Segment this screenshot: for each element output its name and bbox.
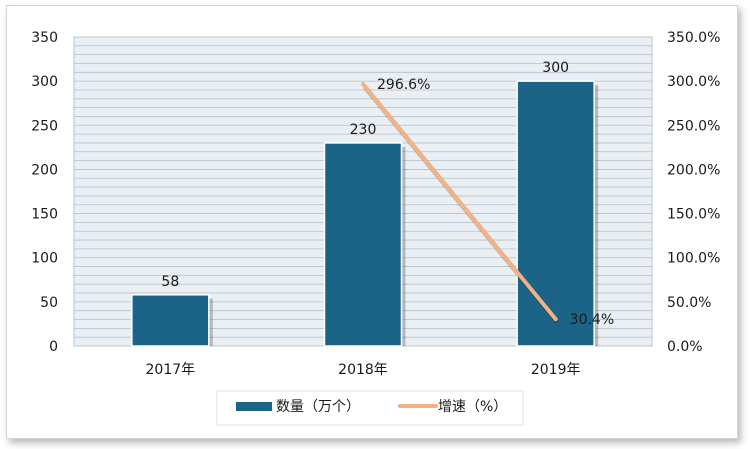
line-point	[553, 317, 558, 322]
y-right-tick-label: 250.0%	[667, 118, 720, 134]
legend-bar-label: 数量（万个）	[276, 399, 360, 415]
y-left-tick-label: 50	[40, 295, 58, 311]
bar-value-label: 230	[350, 122, 377, 138]
x-tick-label: 2018年	[338, 362, 388, 378]
y-left-tick-label: 200	[31, 162, 58, 178]
y-right-tick-label: 200.0%	[667, 162, 720, 178]
x-tick-label: 2017年	[146, 362, 196, 378]
y-left-tick-label: 350	[31, 30, 58, 46]
data-labels: 58 230 300 296.6% 30.4%	[161, 60, 614, 328]
legend-line-label: 增速（%）	[438, 399, 507, 415]
y-right-tick-label: 350.0%	[667, 30, 720, 46]
y-right-tick-label: 50.0%	[667, 295, 711, 311]
y-left-tick-label: 250	[31, 118, 58, 134]
legend: 数量（万个） 增速（%）	[216, 390, 524, 426]
bar-value-label: 300	[542, 60, 569, 76]
bar	[323, 142, 403, 347]
bar	[516, 80, 595, 347]
y-right-tick-label: 300.0%	[667, 74, 720, 90]
bars	[131, 80, 599, 347]
y-right-tick-label: 150.0%	[667, 207, 720, 223]
x-tick-label: 2019年	[531, 362, 581, 378]
y-axis-right: 0.0% 50.0% 100.0% 150.0% 200.0% 250.0% 300.0% 3…	[667, 30, 720, 355]
line-value-label: 296.6%	[377, 77, 430, 93]
y-axis-left: 0 50 100 150 200 250 300 350	[31, 30, 58, 355]
growth-series-line	[361, 82, 558, 322]
line-value-label: 30.4%	[570, 312, 614, 328]
line-point	[361, 82, 365, 87]
growth-line	[361, 82, 560, 324]
x-axis: 2017年 2018年 2019年	[146, 362, 581, 378]
y-left-tick-label: 150	[31, 207, 58, 223]
y-left-tick-label: 300	[31, 74, 58, 90]
y-right-tick-label: 0.0%	[667, 339, 703, 355]
bar	[131, 294, 210, 347]
y-left-tick-label: 100	[31, 251, 58, 267]
legend-bar-swatch	[236, 402, 272, 411]
bar-value-label: 58	[161, 274, 179, 290]
y-left-tick-label: 0	[49, 339, 58, 355]
y-right-tick-label: 100.0%	[667, 251, 720, 267]
